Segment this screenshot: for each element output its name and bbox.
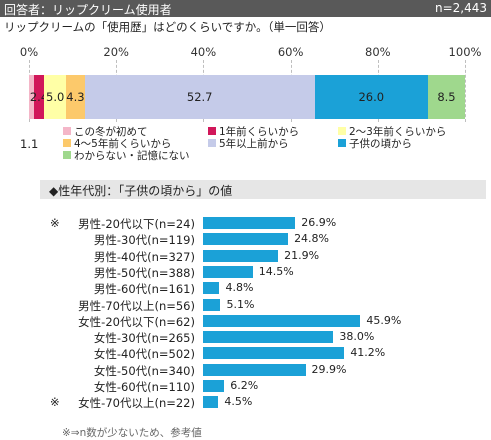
segment-value-label: 4.3 [66, 90, 85, 104]
bar-value-label: 41.2% [350, 346, 386, 360]
legend-swatch [63, 151, 71, 159]
legend-swatch [208, 139, 216, 147]
bar [203, 396, 219, 409]
bar [203, 314, 361, 327]
sample-size: n=2,443 [434, 1, 487, 15]
legend-swatch [338, 127, 346, 135]
segment-5 [84, 75, 315, 119]
footnote: ※⇒n数が少ないため、参考値 [62, 427, 202, 439]
bar [203, 233, 289, 246]
legend-label: 1年前くらいから [219, 126, 300, 138]
category-label: 女性-30代(n=265) [93, 331, 195, 346]
category-label: 男性-40代(n=327) [93, 249, 195, 264]
header-bar: 回答者：リップクリーム使用者 n=2,443 [0, 0, 491, 17]
legend-label: 5年以上前から [219, 138, 289, 150]
segment-4 [66, 75, 85, 119]
respondent-title: 回答者：リップクリーム使用者 [4, 3, 172, 17]
legend-label: 子供の頃から [349, 138, 412, 150]
bar-value-label: 29.9% [311, 362, 347, 376]
legend-swatch [208, 127, 216, 135]
x-tick-label: 80% [365, 45, 391, 59]
category-label: 女性-70代以上(n=22) [78, 396, 195, 411]
segment-value-label: 26.0 [358, 90, 385, 104]
category-label: 男性-60代(n=161) [93, 282, 195, 297]
category-label: 男性-50代(n=388) [93, 265, 195, 280]
legend-label: 2～3年前くらいから [349, 126, 447, 138]
segment-6 [314, 75, 428, 119]
bar [203, 331, 334, 344]
bar-value-label: 14.5% [258, 264, 294, 278]
legend-label: わからない・記憶にない [74, 150, 190, 162]
legend-item: 5年以上前から [208, 136, 289, 151]
category-label: 女性-40代(n=502) [93, 347, 195, 362]
segment-value-label: 52.7 [186, 90, 213, 104]
bar-value-label: 45.9% [366, 313, 402, 327]
x-tick-label: 40% [190, 45, 217, 59]
segment-7 [427, 75, 465, 119]
legend-label: この冬が初めて [74, 126, 148, 138]
segment-3 [44, 75, 67, 119]
section-title: ◆性年代別：「子供の頃から」の値 [49, 184, 233, 198]
category-label: 男性-70代以上(n=56) [78, 298, 195, 313]
reference-mark: ※ [50, 395, 60, 410]
bar [203, 217, 296, 229]
bar [203, 298, 221, 311]
legend-swatch [63, 139, 71, 147]
bar-value-label: 24.8% [294, 232, 330, 246]
category-label: 女性-50代(n=340) [93, 363, 195, 378]
x-tick-label: 0% [19, 45, 39, 59]
bar [203, 265, 253, 278]
legend-item: 2～3年前くらいから [338, 124, 446, 139]
x-tick-label: 100% [448, 45, 482, 59]
segment-value-label: 8.5 [437, 90, 456, 104]
bar [203, 380, 225, 392]
category-label: 男性-20代以下(n=24) [78, 217, 195, 231]
legend-item: 子供の頃から [338, 136, 412, 151]
outside-value-label: 1.1 [20, 137, 39, 151]
bar-value-label: 21.9% [284, 248, 320, 262]
legend-item: 4～5年前くらいから [63, 136, 171, 151]
category-label: 女性-20代以下(n=62) [78, 314, 195, 329]
category-label: 女性-60代(n=110) [93, 380, 195, 394]
reference-mark: ※ [50, 216, 60, 230]
legend-item: わからない・記憶にない [63, 148, 190, 163]
bar-value-label: 4.8% [225, 281, 254, 295]
x-tick-label: 60% [277, 45, 304, 59]
legend-swatch [338, 139, 346, 147]
bar-value-label: 26.9% [301, 216, 337, 229]
x-tick-label: 20% [103, 45, 129, 59]
bar-value-label: 38.0% [339, 330, 375, 344]
bar [203, 347, 345, 360]
segment-value-label: 5.0 [46, 90, 65, 104]
legend-item: この冬が初めて [63, 124, 148, 139]
bar [203, 282, 220, 295]
bar-value-label: 4.5% [224, 395, 253, 409]
legend-swatch [63, 127, 71, 135]
segment-1 [29, 75, 34, 119]
bar [203, 363, 306, 376]
bar-value-label: 5.1% [226, 297, 255, 311]
section-header: ◆性年代別：「子供の頃から」の値 [40, 180, 486, 199]
legend-label: 4～5年前くらいから [74, 138, 172, 150]
question-text: リップクリームの「使用歴」はどのくらいですか。（単一回答） [4, 20, 331, 34]
segment-value-label: 2.4 [29, 90, 49, 104]
segment-2 [33, 75, 45, 119]
category-label: 男性-30代(n=119) [93, 233, 195, 248]
bar-value-label: 6.2% [230, 379, 259, 392]
gridline [465, 60, 466, 122]
bar [203, 249, 279, 262]
legend-item: 1年前くらいから [208, 124, 299, 139]
